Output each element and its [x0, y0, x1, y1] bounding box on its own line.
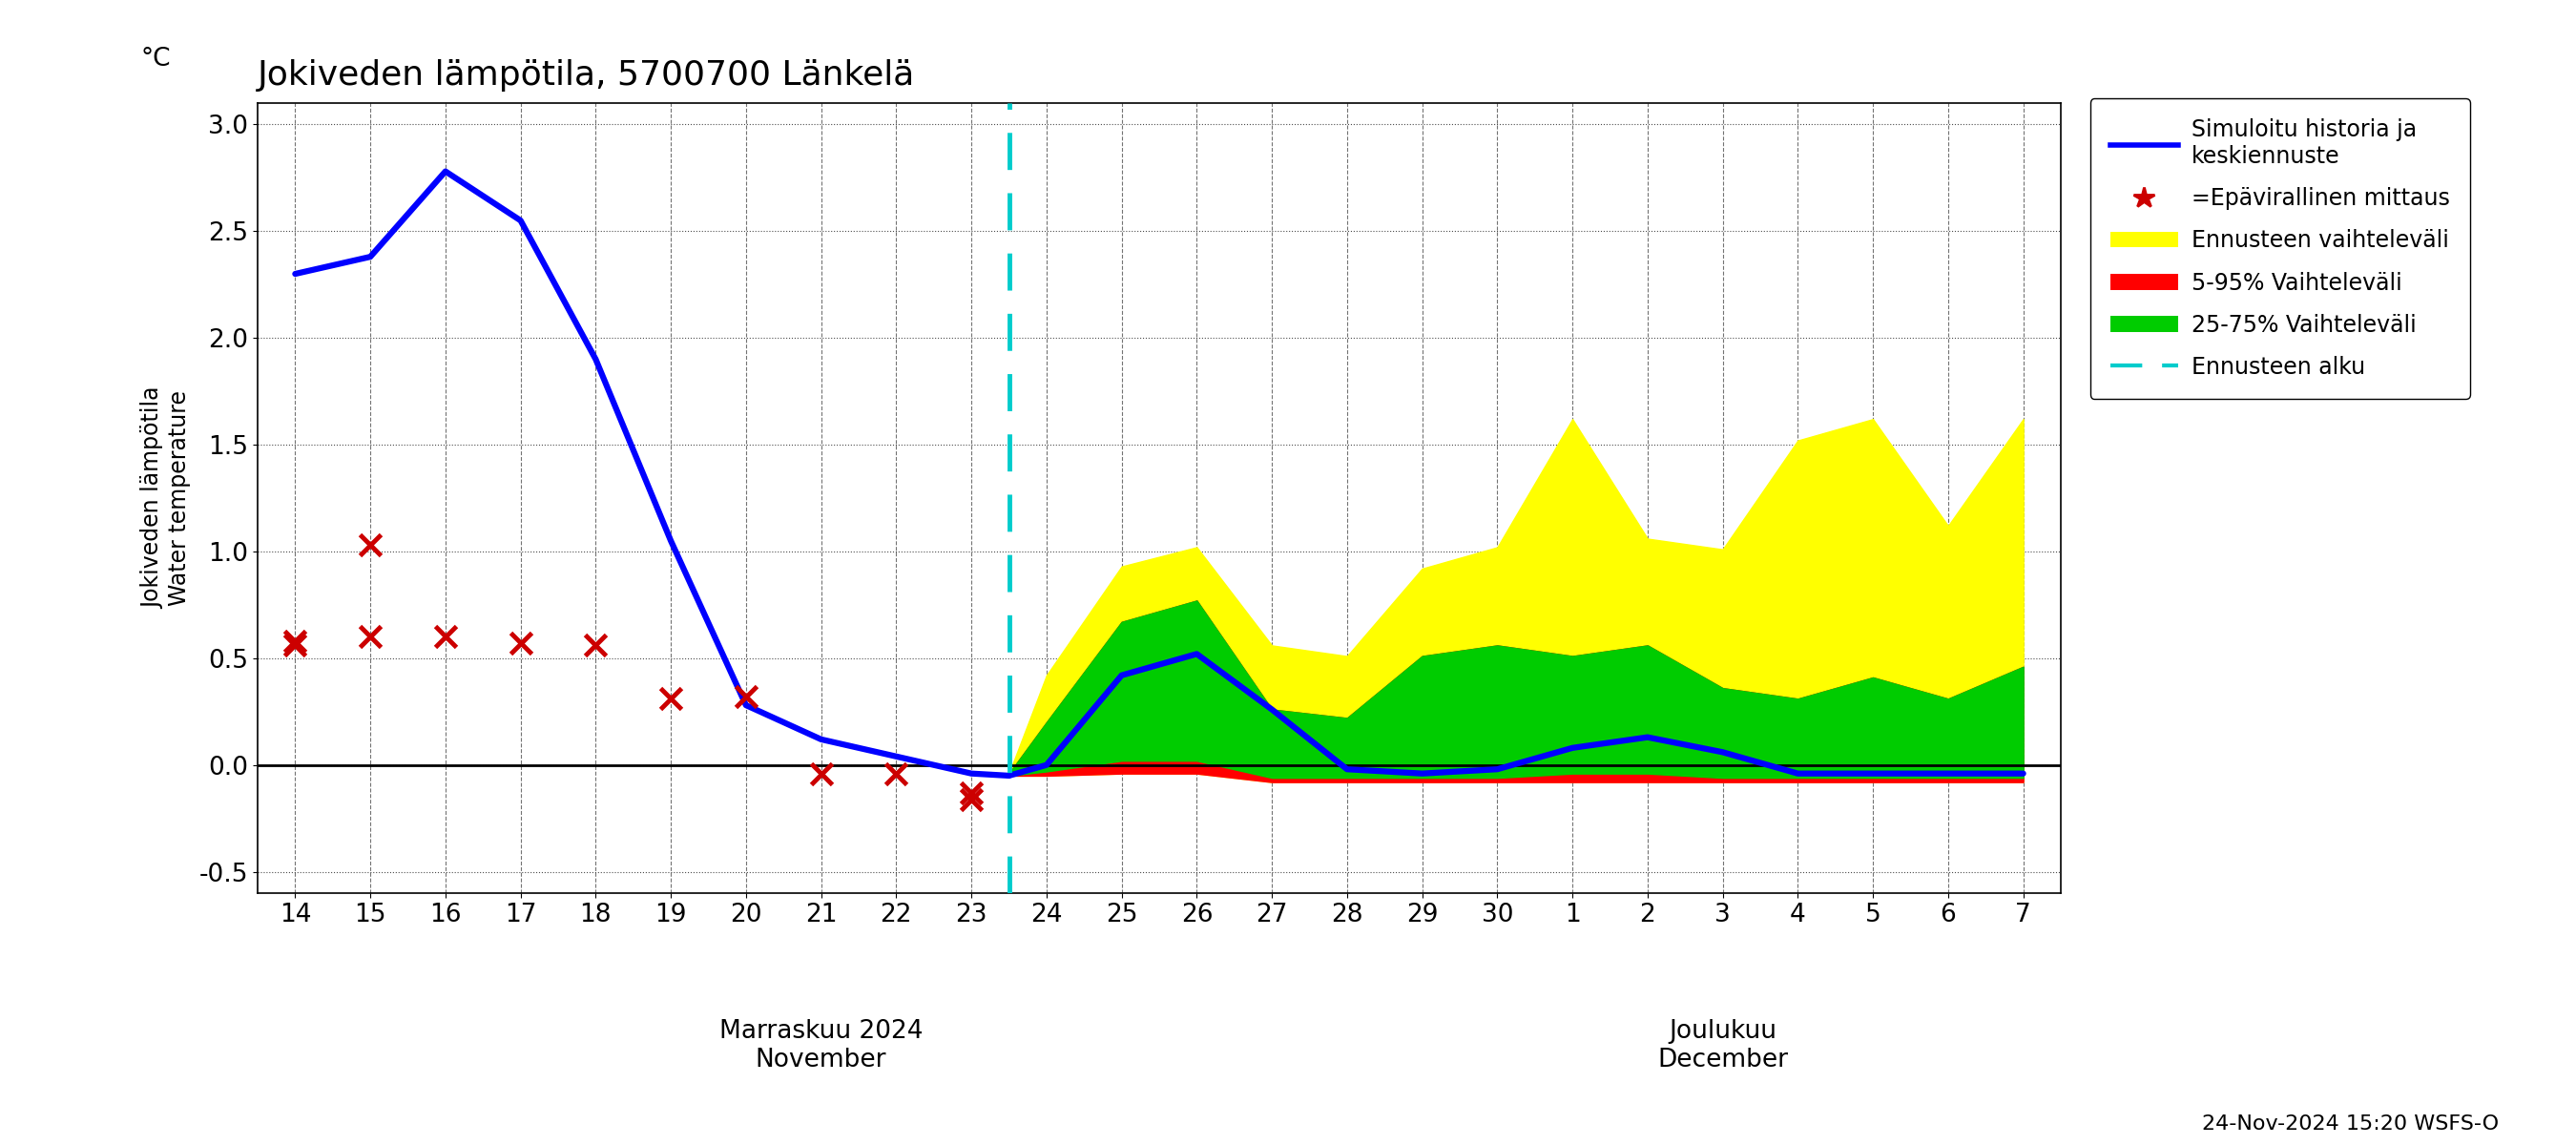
Text: °C: °C — [139, 47, 170, 71]
Legend: Simuloitu historia ja
keskiennuste, =Epävirallinen mittaus, Ennusteen vaihtelevä: Simuloitu historia ja keskiennuste, =Epä… — [2089, 98, 2470, 398]
Text: Jokiveden lämpötila, 5700700 Länkelä: Jokiveden lämpötila, 5700700 Länkelä — [258, 58, 914, 92]
Text: Joulukuu
December: Joulukuu December — [1656, 1019, 1788, 1073]
Y-axis label: Jokiveden lämpötila
Water temperature: Jokiveden lämpötila Water temperature — [142, 387, 191, 609]
Text: 24-Nov-2024 15:20 WSFS-O: 24-Nov-2024 15:20 WSFS-O — [2202, 1114, 2499, 1134]
Text: Marraskuu 2024
November: Marraskuu 2024 November — [719, 1019, 922, 1073]
